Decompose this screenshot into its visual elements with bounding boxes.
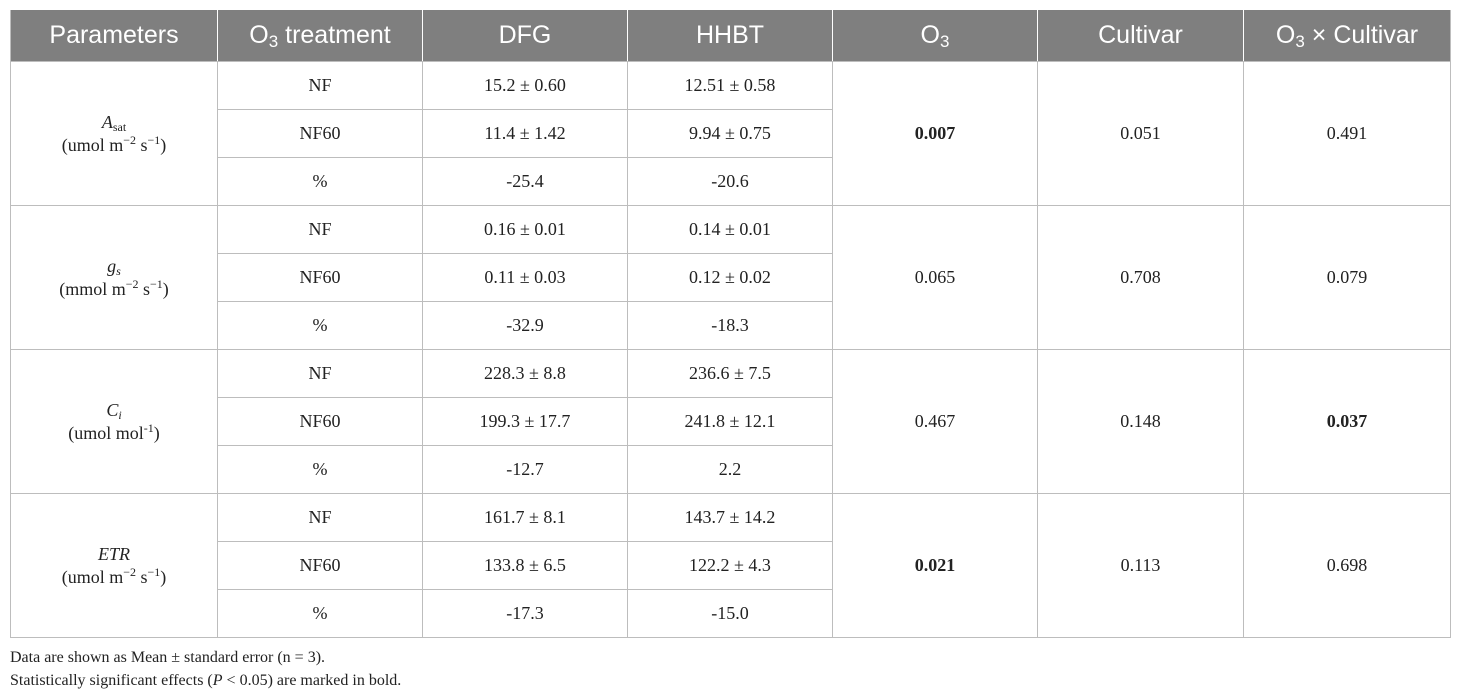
table-row: % -32.9 -18.3 — [11, 301, 1451, 350]
interaction-p-value: 0.079 — [1243, 205, 1451, 350]
table-row: % -17.3 -15.0 — [11, 589, 1451, 638]
parameter-unit: (umol m−2 s−1) — [61, 132, 167, 155]
hhbt-cell: 12.51 ± 0.58 — [627, 61, 833, 110]
header-row: Parameters O3 treatment DFG HHBT O3 Cult… — [10, 10, 1451, 62]
table-row: ETR (umol m−2 s−1) NF 161.7 ± 8.1 143.7 ± 14… — [10, 493, 1451, 638]
parameter-name: Ci — [106, 400, 122, 422]
cultivar-p-value: 0.708 — [1037, 205, 1244, 350]
parameter-unit: (mmol m−2 s−1) — [59, 276, 169, 299]
cultivar-p-value: 0.051 — [1037, 61, 1244, 206]
hhbt-cell: 122.2 ± 4.3 — [627, 541, 833, 590]
cultivar-p-value: 0.148 — [1037, 349, 1244, 494]
header-o3: O3 — [832, 10, 1038, 62]
note-line-2: Statistically significant effects (P < 0… — [10, 672, 402, 689]
table-row: Ci (umol mol-1) NF 228.3 ± 8.8 236.6 ± 7.5 0.… — [10, 349, 1451, 494]
treatment-cell: NF60 — [217, 541, 423, 590]
treatment-cell: NF — [217, 349, 423, 398]
hhbt-cell: 241.8 ± 12.1 — [627, 397, 833, 446]
cultivar-p-value: 0.113 — [1037, 493, 1244, 638]
dfg-cell: 11.4 ± 1.42 — [422, 109, 628, 158]
table-row: Asat (umol m−2 s−1) NF 15.2 ± 0.60 12.51 ± 0… — [10, 61, 1451, 206]
parameter-unit: (umol mol-1) — [68, 420, 160, 443]
treatment-cell: NF — [217, 61, 423, 110]
table-container: Parameters O3 treatment DFG HHBT O3 Cult… — [10, 10, 1451, 692]
table-notes: Data are shown as Mean ± standard error … — [10, 646, 1450, 692]
o3-p-value: 0.007 — [832, 61, 1038, 206]
table-body: Asat (umol m−2 s−1) NF 15.2 ± 0.60 12.51 ± 0… — [10, 61, 1451, 638]
table-row: gs (mmol m−2 s−1) NF 0.16 ± 0.01 0.14 ± 0.01… — [10, 205, 1451, 350]
table-row: NF60 11.4 ± 1.42 9.94 ± 0.75 — [11, 109, 1451, 158]
treatment-cell: NF60 — [217, 397, 423, 446]
hhbt-cell: 0.14 ± 0.01 — [627, 205, 833, 254]
dfg-cell: -12.7 — [422, 445, 628, 494]
parameter-name: gs — [107, 256, 121, 278]
hhbt-cell: 143.7 ± 14.2 — [627, 493, 833, 542]
o3-p-value: 0.065 — [832, 205, 1038, 350]
treatment-cell: % — [217, 445, 423, 494]
results-table: Parameters O3 treatment DFG HHBT O3 Cult… — [10, 10, 1451, 638]
dfg-cell: 0.16 ± 0.01 — [422, 205, 628, 254]
hhbt-cell: 236.6 ± 7.5 — [627, 349, 833, 398]
dfg-cell: 15.2 ± 0.60 — [422, 61, 628, 110]
treatment-cell: NF — [217, 205, 423, 254]
parameter-cell: ETR (umol m−2 s−1) — [10, 493, 218, 638]
dfg-cell: 133.8 ± 6.5 — [422, 541, 628, 590]
table-row: NF60 133.8 ± 6.5 122.2 ± 4.3 — [11, 541, 1451, 590]
header-hhbt: HHBT — [627, 10, 833, 62]
table-row: % -12.7 2.2 — [11, 445, 1451, 494]
treatment-cell: % — [217, 589, 423, 638]
hhbt-cell: -20.6 — [627, 157, 833, 206]
hhbt-cell: -15.0 — [627, 589, 833, 638]
o3-p-value: 0.467 — [832, 349, 1038, 494]
parameter-name: Asat — [101, 112, 127, 134]
parameter-cell: Ci (umol mol-1) — [10, 349, 218, 494]
header-dfg: DFG — [422, 10, 628, 62]
header-cultivar: Cultivar — [1037, 10, 1244, 62]
parameter-cell: gs (mmol m−2 s−1) — [10, 205, 218, 350]
hhbt-cell: -18.3 — [627, 301, 833, 350]
header-parameters: Parameters — [10, 10, 218, 62]
table-row: NF60 0.11 ± 0.03 0.12 ± 0.02 — [11, 253, 1451, 302]
dfg-cell: -17.3 — [422, 589, 628, 638]
note-line-1: Data are shown as Mean ± standard error … — [10, 649, 326, 666]
parameter-unit: (umol m−2 s−1) — [61, 564, 167, 587]
interaction-p-value: 0.037 — [1243, 349, 1451, 494]
dfg-cell: 228.3 ± 8.8 — [422, 349, 628, 398]
interaction-p-value: 0.698 — [1243, 493, 1451, 638]
dfg-cell: 161.7 ± 8.1 — [422, 493, 628, 542]
dfg-cell: -25.4 — [422, 157, 628, 206]
treatment-cell: % — [217, 157, 423, 206]
treatment-cell: NF — [217, 493, 423, 542]
header-o3-treatment: O3 treatment — [217, 10, 423, 62]
interaction-p-value: 0.491 — [1243, 61, 1451, 206]
dfg-cell: 199.3 ± 17.7 — [422, 397, 628, 446]
o3-p-value: 0.021 — [832, 493, 1038, 638]
hhbt-cell: 0.12 ± 0.02 — [627, 253, 833, 302]
treatment-cell: NF60 — [217, 253, 423, 302]
hhbt-cell: 2.2 — [627, 445, 833, 494]
parameter-cell: Asat (umol m−2 s−1) — [10, 61, 218, 206]
dfg-cell: -32.9 — [422, 301, 628, 350]
hhbt-cell: 9.94 ± 0.75 — [627, 109, 833, 158]
treatment-cell: NF60 — [217, 109, 423, 158]
header-interaction: O3 × Cultivar — [1243, 10, 1451, 62]
dfg-cell: 0.11 ± 0.03 — [422, 253, 628, 302]
table-row: % -25.4 -20.6 — [11, 157, 1451, 206]
table-row: NF60 199.3 ± 17.7 241.8 ± 12.1 — [11, 397, 1451, 446]
parameter-name: ETR — [97, 544, 130, 564]
treatment-cell: % — [217, 301, 423, 350]
